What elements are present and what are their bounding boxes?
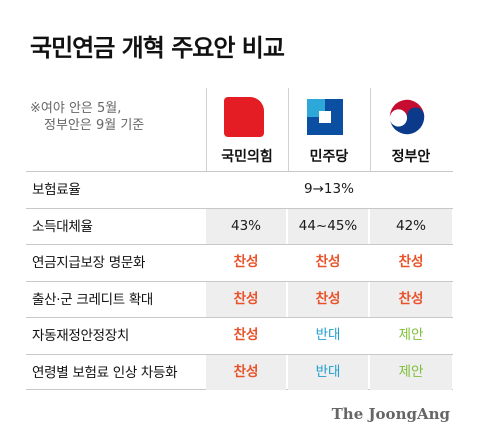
row-label: 연령별 보험료 인상 차등화 bbox=[32, 364, 178, 381]
row-value-ppp: 찬성 bbox=[206, 354, 286, 390]
row-value-gov: 제안 bbox=[370, 354, 452, 390]
row-value-ppp: 찬성 bbox=[233, 327, 259, 343]
publisher-credit: The JoongAng bbox=[331, 405, 450, 423]
footnote-line-1: ※여야 안은 5월, bbox=[30, 101, 122, 116]
row-value-ppp: 찬성 bbox=[233, 254, 259, 270]
row-label: 연금지급보장 명문화 bbox=[32, 255, 146, 271]
table-row: 자동재정안정장치 찬성 반대 제안 bbox=[26, 317, 453, 354]
table-row: 소득대체율 43% 44~45% 42% bbox=[26, 207, 453, 244]
table-row: 출산·군 크레디트 확대 찬성 찬성 찬성 bbox=[26, 280, 453, 317]
row-value-dp: 반대 bbox=[288, 354, 368, 390]
column-divider bbox=[288, 88, 289, 171]
row-value-dp: 44~45% bbox=[288, 208, 368, 244]
party-name-dp: 민주당 bbox=[309, 149, 349, 165]
row-label: 소득대체율 bbox=[32, 218, 93, 235]
party-name-gov: 정부안 bbox=[391, 149, 431, 165]
dp-logo-icon bbox=[307, 99, 343, 135]
row-value-dp: 반대 bbox=[315, 327, 341, 343]
row-value-ppp: 찬성 bbox=[206, 281, 286, 317]
table-row: 연령별 보험료 인상 차등화 찬성 반대 제안 bbox=[26, 353, 453, 390]
row-value-gov: 찬성 bbox=[398, 254, 424, 270]
gov-taegeuk-icon bbox=[388, 98, 426, 136]
column-divider bbox=[206, 88, 207, 171]
column-divider bbox=[370, 88, 371, 171]
row-label: 자동재정안정장치 bbox=[32, 328, 129, 344]
row-value-dp: 찬성 bbox=[288, 281, 368, 317]
row-value-gov: 제안 bbox=[398, 327, 424, 343]
footnote: ※여야 안은 5월, 정부안은 9월 기준 bbox=[30, 100, 144, 134]
row-value-dp: 찬성 bbox=[315, 254, 341, 270]
row-value-gov: 찬성 bbox=[370, 281, 452, 317]
footnote-line-2: 정부안은 9월 기준 bbox=[44, 118, 145, 133]
table-row: 연금지급보장 명문화 찬성 찬성 찬성 bbox=[26, 244, 453, 281]
party-name-ppp: 국민의힘 bbox=[221, 149, 273, 165]
row-value-ppp: 43% bbox=[206, 208, 286, 244]
row-value-gov: 42% bbox=[370, 208, 452, 244]
page-title: 국민연금 개혁 주요안 비교 bbox=[30, 34, 285, 62]
row-label: 출산·군 크레디트 확대 bbox=[32, 291, 154, 308]
comparison-table: 보험료율 9→13% 소득대체율 43% 44~45% 42% 연금지급보장 명… bbox=[26, 171, 453, 390]
row-value-merged: 9→13% bbox=[304, 181, 354, 197]
ppp-logo-icon bbox=[224, 97, 264, 137]
table-row: 보험료율 9→13% bbox=[26, 171, 453, 208]
row-label: 보험료율 bbox=[32, 182, 81, 198]
